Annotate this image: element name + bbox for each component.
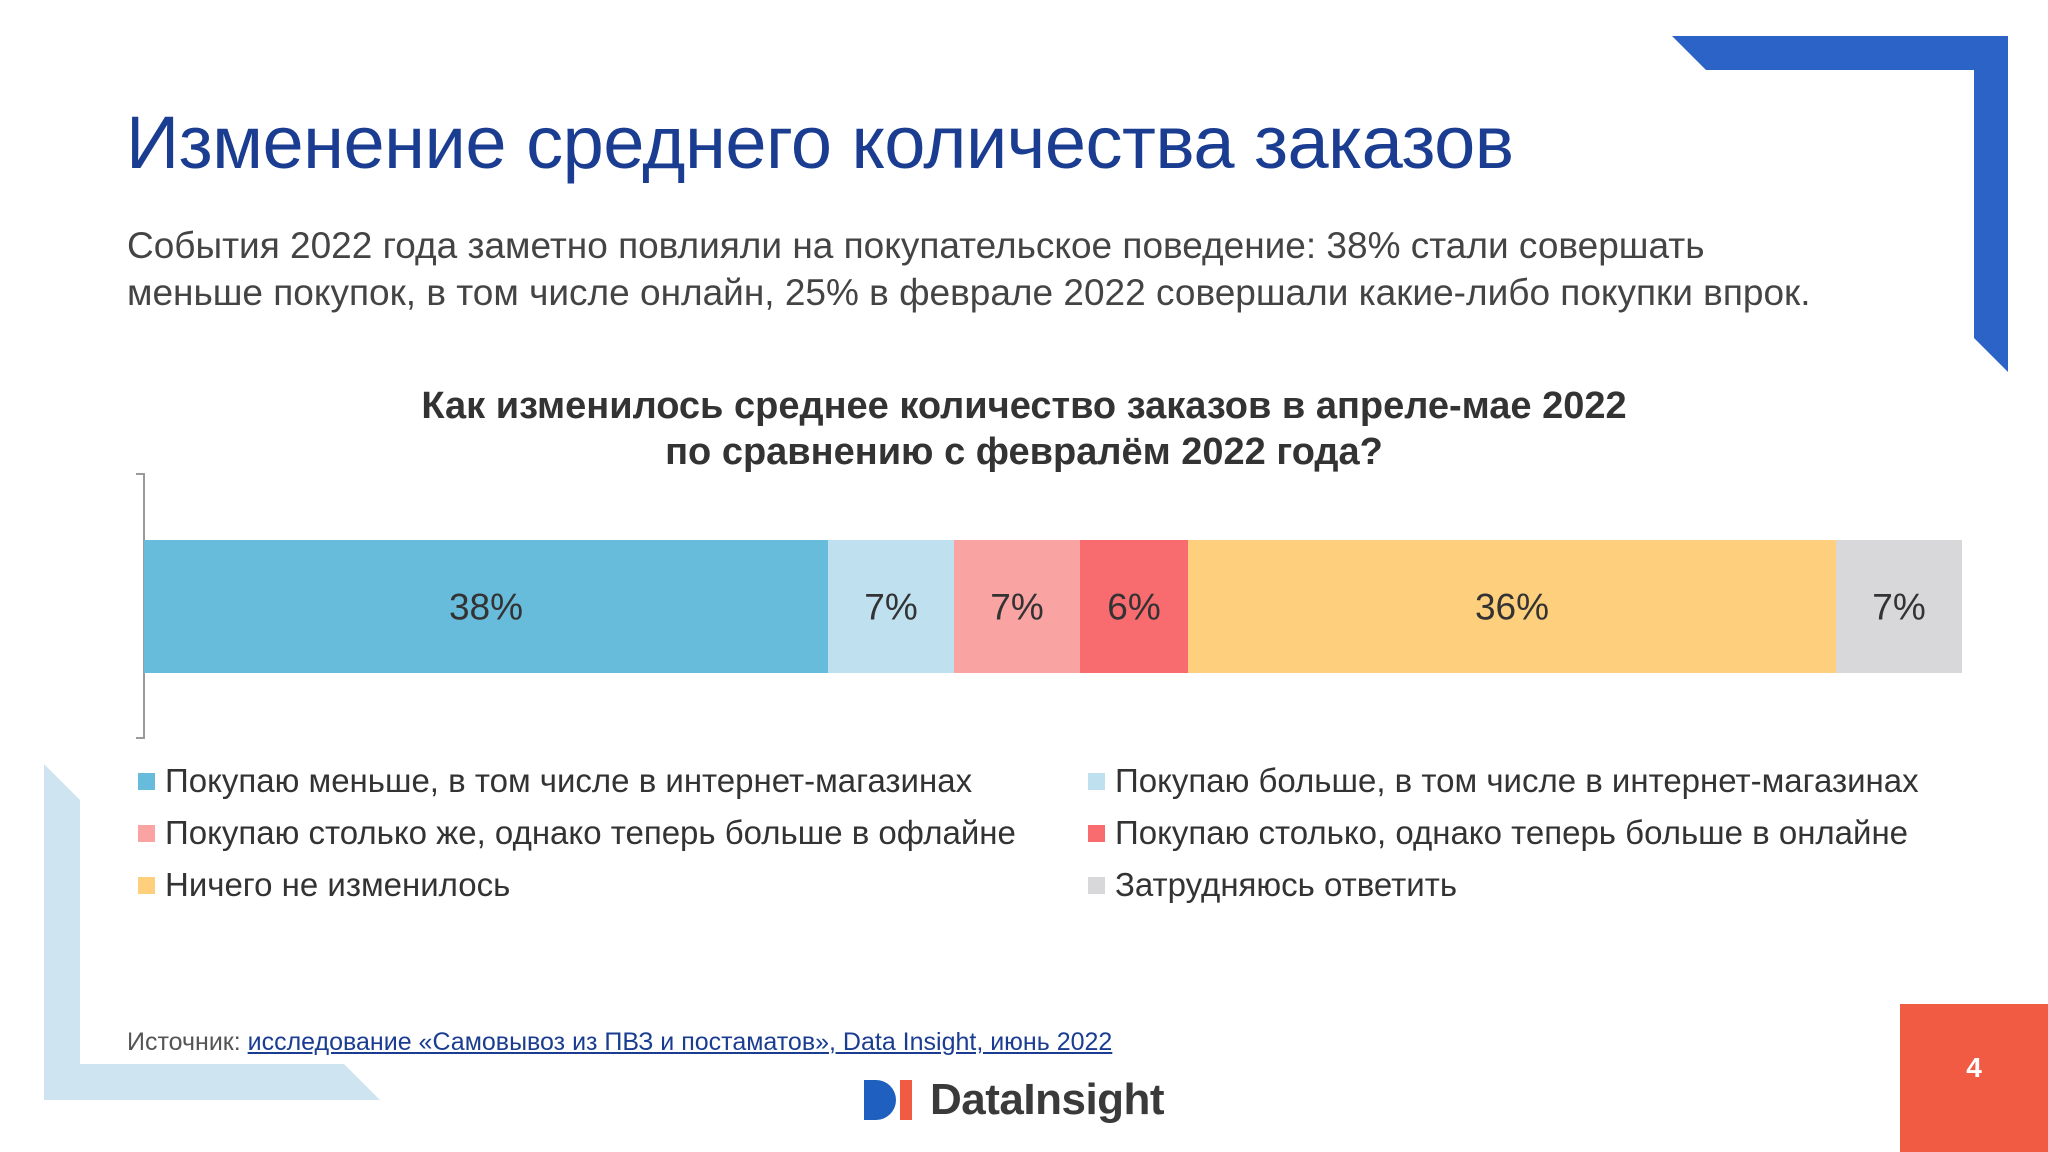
blue-corner-bracket xyxy=(1672,36,2008,372)
logo-text: DataInsight xyxy=(930,1075,1165,1124)
legend-item: Покупаю больше, в том числе в интернет-м… xyxy=(1088,762,1998,800)
legend-item: Покупаю меньше, в том числе в интернет-м… xyxy=(138,762,1088,800)
legend-item: Затрудняюсь ответить xyxy=(1088,866,1998,904)
legend-item: Покупаю столько, однако теперь больше в … xyxy=(1088,814,1998,852)
subtitle: События 2022 года заметно повлияли на по… xyxy=(127,222,1907,316)
data-label: 7% xyxy=(864,587,917,628)
chart-title-line: Как изменилось среднее количество заказо… xyxy=(421,385,1627,427)
chart-title-line: по сравнению с февралём 2022 года? xyxy=(665,431,1383,473)
subtitle-line: меньше покупок, в том числе онлайн, 25% … xyxy=(127,272,1811,313)
data-label: 36% xyxy=(1475,587,1549,628)
category-axis-line xyxy=(136,473,145,739)
page-number: 4 xyxy=(1966,1052,1982,1083)
legend-label: Ничего не изменилось xyxy=(165,866,511,903)
bar-segment xyxy=(828,540,954,673)
source-link[interactable]: исследование «Самовывоз из ПВЗ и постама… xyxy=(247,1028,1113,1056)
data-insight-logo: DataInsight xyxy=(864,1072,1165,1128)
bar-segment xyxy=(1836,540,1962,673)
light-blue-corner-bracket xyxy=(44,764,380,1100)
chart-title: Как изменилось среднее количество заказо… xyxy=(0,383,2048,475)
data-label: 6% xyxy=(1107,587,1160,628)
legend-item: Покупаю столько же, однако теперь больше… xyxy=(138,814,1088,852)
legend-label: Затрудняюсь ответить xyxy=(1115,866,1458,903)
page-title: Изменение среднего количества заказов xyxy=(126,101,1514,184)
stacked-bar-chart: 38% 7% 7% 6% 36% 7% xyxy=(136,473,1962,739)
legend-swatch xyxy=(138,876,155,894)
legend-item: Ничего не изменилось xyxy=(138,866,1088,904)
legend-swatch xyxy=(1088,876,1105,894)
di-logo-icon xyxy=(864,1080,912,1120)
data-label: 7% xyxy=(1872,587,1925,628)
data-label: 38% xyxy=(449,587,523,628)
bar-segment xyxy=(1188,540,1836,673)
source-note: Источник: исследование «Самовывоз из ПВЗ… xyxy=(127,1028,1112,1057)
legend-swatch xyxy=(138,824,155,842)
legend-label: Покупаю столько же, однако теперь больше… xyxy=(165,814,1016,851)
source-prefix: Источник: xyxy=(127,1028,241,1056)
legend-label: Покупаю меньше, в том числе в интернет-м… xyxy=(165,762,973,799)
bar-segment xyxy=(954,540,1080,673)
legend-swatch xyxy=(1088,772,1105,790)
subtitle-line: События 2022 года заметно повлияли на по… xyxy=(127,225,1705,266)
legend-label: Покупаю больше, в том числе в интернет-м… xyxy=(1115,762,1919,799)
legend-swatch xyxy=(1088,824,1105,842)
page-number-box: 4 xyxy=(1900,1004,2048,1152)
bar-segment xyxy=(1080,540,1188,673)
legend-label: Покупаю столько, однако теперь больше в … xyxy=(1115,814,1909,851)
data-label: 7% xyxy=(990,587,1043,628)
bar-segment xyxy=(144,540,828,673)
legend-swatch xyxy=(138,772,155,790)
chart-legend: Покупаю меньше, в том числе в интернет-м… xyxy=(138,762,1998,904)
